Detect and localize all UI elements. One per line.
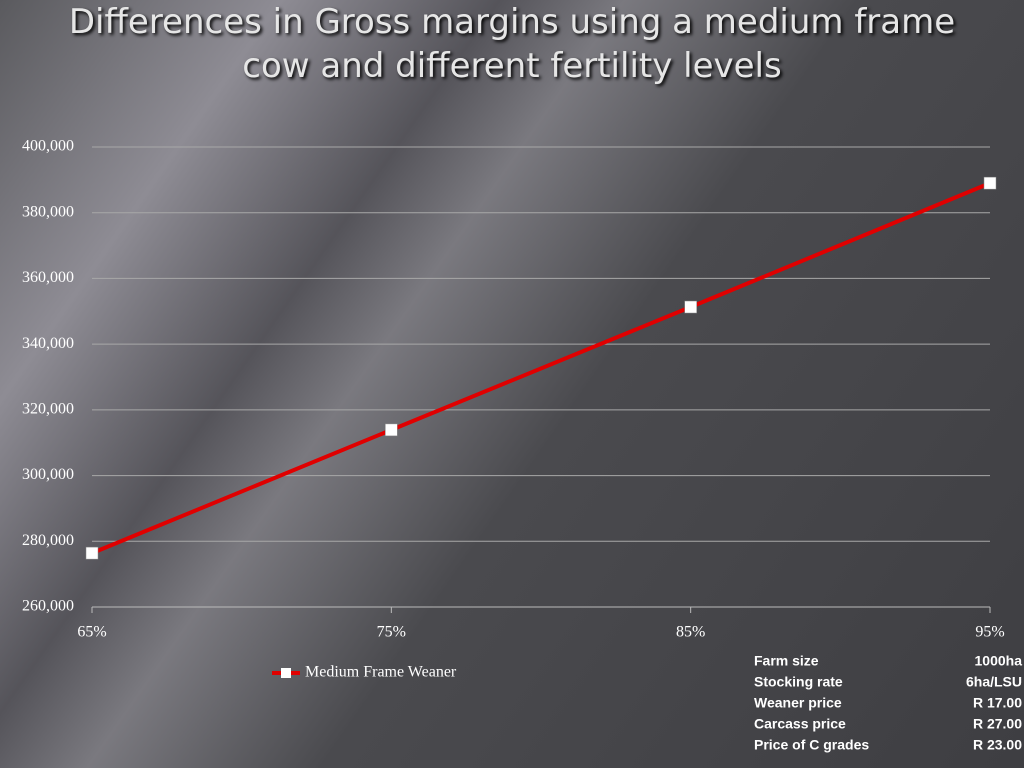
legend-label: Medium Frame Weaner (305, 664, 457, 681)
table-value: 6ha/LSU (966, 674, 1022, 690)
table-label: Weaner price (754, 695, 842, 711)
y-tick-label: 320,000 (22, 401, 74, 418)
y-tick-label: 400,000 (22, 138, 74, 155)
marker (85, 546, 99, 560)
x-tick-label: 65% (77, 624, 106, 641)
line (91, 181, 991, 555)
marker (684, 300, 697, 314)
table-value: R 17.00 (973, 695, 1022, 711)
y-tick-label: 360,000 (22, 269, 74, 286)
y-tick-label: 340,000 (22, 335, 74, 352)
table-value: R 23.00 (973, 737, 1022, 753)
table-label: Stocking rate (754, 674, 843, 690)
table-label: Carcass price (754, 716, 846, 732)
y-tick-label: 300,000 (22, 466, 74, 483)
legend-marker (281, 668, 291, 678)
x-tick-label: 95% (975, 624, 1004, 641)
y-tick-label: 260,000 (22, 598, 74, 615)
y-tick-label: 380,000 (22, 203, 74, 220)
table-value: 1000ha (975, 653, 1023, 669)
chart-title: Differences in Gross margins using a med… (68, 2, 956, 86)
x-tick-label: 75% (377, 624, 406, 641)
marker (385, 423, 398, 437)
marker (983, 176, 997, 190)
table-label: Farm size (754, 653, 819, 669)
x-tick-label: 85% (676, 624, 705, 641)
table-value: R 27.00 (973, 716, 1022, 732)
table-label: Price of C grades (754, 737, 869, 753)
y-tick-label: 280,000 (22, 532, 74, 549)
